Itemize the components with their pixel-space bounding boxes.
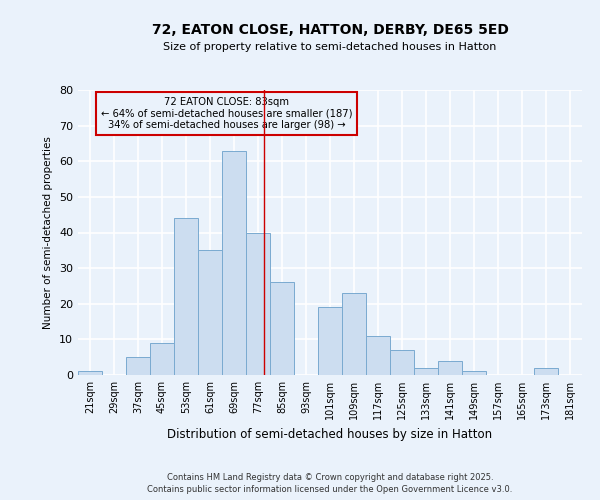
- Text: 72, EATON CLOSE, HATTON, DERBY, DE65 5ED: 72, EATON CLOSE, HATTON, DERBY, DE65 5ED: [152, 22, 508, 36]
- Bar: [270, 282, 294, 375]
- Bar: [462, 372, 486, 375]
- Bar: [318, 308, 342, 375]
- Bar: [198, 250, 222, 375]
- X-axis label: Distribution of semi-detached houses by size in Hatton: Distribution of semi-detached houses by …: [167, 428, 493, 440]
- Y-axis label: Number of semi-detached properties: Number of semi-detached properties: [43, 136, 53, 329]
- Bar: [414, 368, 438, 375]
- Bar: [366, 336, 390, 375]
- Text: Contains public sector information licensed under the Open Government Licence v3: Contains public sector information licen…: [148, 485, 512, 494]
- Text: 72 EATON CLOSE: 83sqm
← 64% of semi-detached houses are smaller (187)
34% of sem: 72 EATON CLOSE: 83sqm ← 64% of semi-deta…: [101, 97, 352, 130]
- Bar: [126, 357, 150, 375]
- Bar: [438, 361, 462, 375]
- Bar: [78, 372, 102, 375]
- Bar: [534, 368, 558, 375]
- Bar: [174, 218, 198, 375]
- Bar: [150, 343, 174, 375]
- Bar: [222, 150, 246, 375]
- Text: Size of property relative to semi-detached houses in Hatton: Size of property relative to semi-detach…: [163, 42, 497, 52]
- Text: Contains HM Land Registry data © Crown copyright and database right 2025.: Contains HM Land Registry data © Crown c…: [167, 472, 493, 482]
- Bar: [342, 293, 366, 375]
- Bar: [246, 232, 270, 375]
- Bar: [390, 350, 414, 375]
